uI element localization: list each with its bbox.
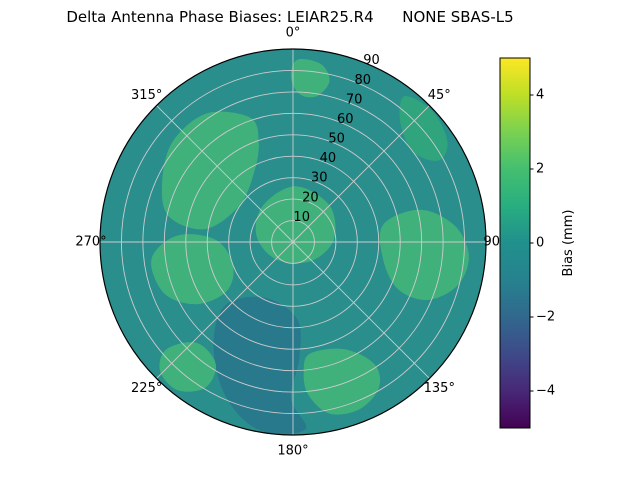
r-tick-label: 30 bbox=[311, 171, 328, 186]
r-tick-label: 40 bbox=[320, 151, 337, 166]
grid-spoke bbox=[292, 105, 430, 243]
grid-layer bbox=[99, 48, 487, 436]
chart-title: Delta Antenna Phase Biases: LEIAR25.R4 N… bbox=[66, 8, 514, 26]
contour-region-south bbox=[303, 348, 381, 415]
r-tick-label: 50 bbox=[328, 132, 345, 147]
colorbar-tick-label: −2 bbox=[536, 310, 555, 325]
colorbar-axis-label: Bias (mm) bbox=[561, 210, 576, 277]
theta-tick-label: 0° bbox=[286, 26, 301, 41]
r-tick-label: 80 bbox=[355, 73, 372, 88]
colorbar-tick-label: 0 bbox=[536, 236, 544, 251]
contour-region-upper-left bbox=[161, 111, 259, 230]
theta-tick-label: 270° bbox=[75, 235, 106, 250]
colorbar-tick-label: 2 bbox=[536, 162, 544, 177]
colorbar-tick-label: 4 bbox=[536, 88, 544, 103]
contour-region-northeast-edge bbox=[399, 95, 448, 161]
r-tick-label: 10 bbox=[293, 210, 310, 225]
theta-tick-label: 135° bbox=[424, 381, 455, 396]
contour-region-east bbox=[379, 209, 469, 300]
r-tick-label: 90 bbox=[363, 53, 380, 68]
theta-tick-label: 315° bbox=[131, 88, 162, 103]
polar-spine bbox=[99, 48, 487, 436]
contour-region-southwest bbox=[159, 342, 217, 392]
colorbar-tick-label: −4 bbox=[536, 384, 555, 399]
theta-tick-label: 225° bbox=[131, 381, 162, 396]
contour-region-south-dark bbox=[213, 296, 307, 434]
r-tick-label: 70 bbox=[346, 92, 363, 107]
contour-region-north bbox=[290, 58, 330, 98]
theta-tick-label: 45° bbox=[428, 88, 451, 103]
grid-spoke bbox=[156, 241, 294, 379]
r-tick-label: 60 bbox=[337, 112, 354, 127]
theta-tick-label: 180° bbox=[277, 444, 308, 459]
label-layer: 0°45°90°135°180°225°270°315°102030405060… bbox=[75, 26, 506, 459]
contour-region-west bbox=[151, 234, 234, 305]
grid-spoke bbox=[292, 241, 430, 379]
grid-spoke bbox=[156, 105, 294, 243]
colorbar-bar bbox=[499, 57, 531, 429]
r-tick-label: 20 bbox=[302, 190, 319, 205]
